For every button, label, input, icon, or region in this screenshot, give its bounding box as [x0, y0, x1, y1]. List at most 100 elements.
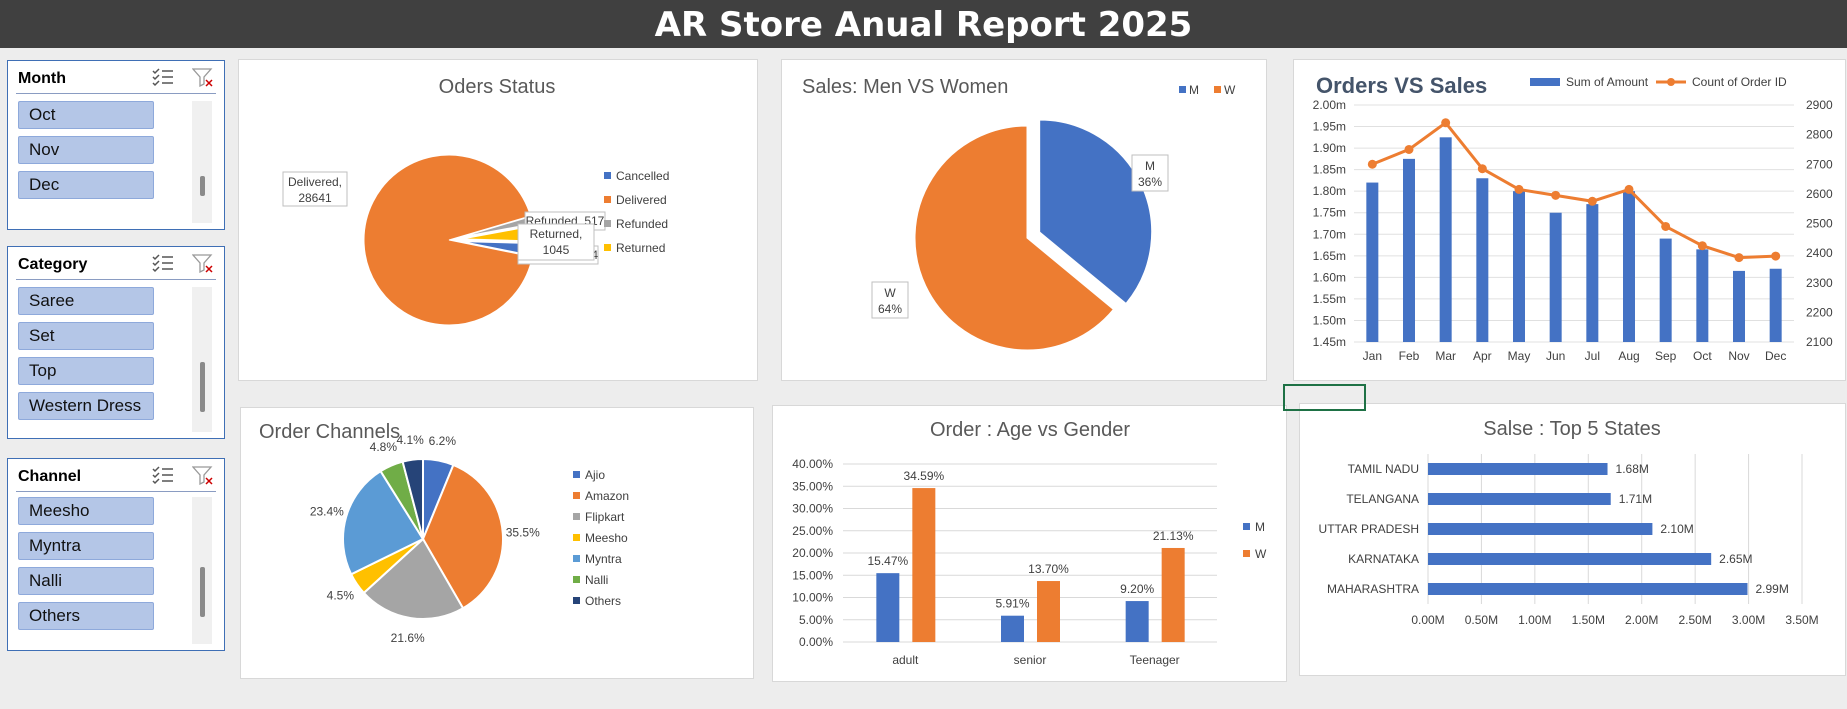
- scrollbar-thumb[interactable]: [200, 176, 205, 196]
- slicer-item-others[interactable]: Others: [18, 602, 154, 630]
- x-tick-label: Sep: [1655, 349, 1677, 363]
- x-tick-label: Feb: [1399, 349, 1420, 363]
- data-label-w-teenager: 21.13%: [1153, 529, 1194, 543]
- line-point-jun: [1551, 190, 1561, 200]
- legend-label-flipkart: Flipkart: [585, 510, 625, 524]
- legend-swatch-amazon: [573, 492, 580, 499]
- bar-feb: [1403, 158, 1415, 342]
- legend-label-nalli: Nalli: [585, 573, 608, 587]
- clear-filter-icon[interactable]: [191, 67, 214, 88]
- slicer-channel[interactable]: Channel Meesho Myntra Nalli Others: [7, 458, 225, 651]
- x-tick-label: Jan: [1363, 349, 1382, 363]
- data-label-uttar-pradesh: 2.10M: [1660, 522, 1693, 536]
- legend-swatch-m: [1243, 523, 1250, 530]
- y-tick-label: 1.65m: [1313, 249, 1346, 263]
- scrollbar-thumb[interactable]: [200, 567, 205, 617]
- bar-dec: [1769, 268, 1782, 342]
- data-label-m-line-0: M: [1145, 159, 1155, 173]
- y2-tick-label: 2100: [1806, 335, 1833, 349]
- y-tick-label: 1.55m: [1313, 292, 1346, 306]
- slicer-scrollbar[interactable]: [192, 101, 212, 223]
- slicer-item-nov[interactable]: Nov: [18, 136, 154, 164]
- data-label-myntra: 23.4%: [310, 505, 344, 519]
- multi-select-icon[interactable]: [152, 465, 174, 485]
- slicer-item-meesho[interactable]: Meesho: [18, 497, 154, 525]
- slicer-title: Channel: [18, 468, 82, 485]
- data-label-returned-line-0: Returned,: [530, 227, 583, 241]
- y-tick-label: 25.00%: [792, 524, 833, 538]
- data-label-tamil-nadu: 1.68M: [1616, 462, 1649, 476]
- x-tick-label: Teenager: [1130, 653, 1180, 667]
- legend-label-ajio: Ajio: [585, 468, 605, 482]
- legend-label-cancelled: Cancelled: [616, 169, 669, 183]
- scrollbar-thumb[interactable]: [200, 362, 205, 412]
- slicer-item-dec[interactable]: Dec: [18, 171, 154, 199]
- data-label-box-delivered: [282, 171, 348, 207]
- x-tick-label: 2.50M: [1678, 613, 1711, 627]
- slicer-scrollbar[interactable]: [192, 287, 212, 432]
- data-label-m-adult: 15.47%: [867, 554, 908, 568]
- bar-w-adult: [912, 488, 936, 642]
- order-channels-chart[interactable]: Order Channels 6.2% 35.5% 21.6% 4.5% 23.4% 4.8…: [240, 407, 754, 679]
- data-label-box-m: [1131, 154, 1169, 192]
- legend-label-returned: Returned: [616, 241, 665, 255]
- legend-label-refunded: Refunded: [616, 217, 668, 231]
- bar-oct: [1696, 249, 1709, 342]
- slicer-header: Month: [16, 61, 216, 94]
- line-series-count-of-order-id: [1371, 120, 1776, 260]
- bar-may: [1513, 191, 1525, 342]
- slicer-month[interactable]: Month Oct Nov Dec: [7, 60, 225, 230]
- x-tick-label: Jun: [1546, 349, 1565, 363]
- slicer-item-set[interactable]: Set: [18, 322, 154, 350]
- y-tick-label: 1.60m: [1313, 270, 1346, 284]
- legend-swatch-flipkart: [573, 513, 580, 520]
- slicer-title: Month: [18, 70, 66, 87]
- y-tick-label: 2.00m: [1313, 98, 1346, 112]
- slicer-item-western-dress[interactable]: Western Dress: [18, 392, 154, 420]
- legend-swatch-refunded: [604, 220, 611, 227]
- x-tick-label: 1.50M: [1572, 613, 1605, 627]
- slicer-item-top[interactable]: Top: [18, 357, 154, 385]
- slicer-item-nalli[interactable]: Nalli: [18, 567, 154, 595]
- x-tick-label: 0.00M: [1411, 613, 1444, 627]
- multi-select-icon[interactable]: [152, 253, 174, 273]
- chart-title: Oders Status: [439, 76, 556, 98]
- bar-karnataka: [1428, 553, 1712, 565]
- slicer-category[interactable]: Category Saree Set Top Western Dress: [7, 246, 225, 439]
- category-label-tamil-nadu: TAMIL NADU: [1348, 462, 1419, 476]
- data-label-delivered-line-0: Delivered,: [288, 175, 342, 189]
- legend-swatch-nalli: [573, 576, 580, 583]
- slicer-item-myntra[interactable]: Myntra: [18, 532, 154, 560]
- line-point-nov: [1734, 253, 1744, 263]
- data-label-nalli: 4.8%: [370, 440, 398, 454]
- slicer-scrollbar[interactable]: [192, 497, 212, 644]
- legend-label-w: W: [1224, 83, 1236, 97]
- age-vs-gender-chart[interactable]: Order : Age vs Gender 0.00% 5.00% 10.00% 15.…: [772, 405, 1287, 682]
- category-label-maharashtra: MAHARASHTRA: [1327, 582, 1419, 596]
- slicer-header: Channel: [16, 459, 216, 492]
- legend-swatch-others: [573, 597, 580, 604]
- multi-select-icon[interactable]: [152, 67, 174, 87]
- slicer-item-saree[interactable]: Saree: [18, 287, 154, 315]
- x-tick-label: Jul: [1585, 349, 1600, 363]
- bar-mar: [1439, 137, 1452, 342]
- y2-tick-label: 2800: [1806, 128, 1833, 142]
- legend-marker-count-of-order-id: [1667, 78, 1675, 86]
- clear-filter-icon[interactable]: [191, 465, 214, 486]
- slicer-item-oct[interactable]: Oct: [18, 101, 154, 129]
- data-label-w-adult: 34.59%: [903, 469, 944, 483]
- y2-tick-label: 2700: [1806, 157, 1833, 171]
- legend-label-amazon: Amazon: [585, 489, 629, 503]
- x-tick-label: May: [1508, 349, 1531, 363]
- x-tick-label: Apr: [1473, 349, 1492, 363]
- data-label-returned-line-1: 1045: [543, 243, 570, 257]
- clear-filter-icon[interactable]: [191, 253, 214, 274]
- y-tick-label: 1.85m: [1313, 163, 1346, 177]
- men-vs-women-chart[interactable]: Sales: Men VS Women M 36% W 64% M W: [781, 59, 1267, 381]
- orders-vs-sales-chart[interactable]: Orders VS Sales 1.45m 1.50m 1.55m 1.60m 1.65m…: [1293, 59, 1846, 381]
- top-states-chart[interactable]: Salse : Top 5 States 0.00M 0.50M 1.00M 1.50M…: [1299, 403, 1846, 676]
- pie-slice-others: [401, 457, 424, 540]
- line-point-jul: [1587, 196, 1597, 206]
- selected-cell[interactable]: [1283, 384, 1366, 411]
